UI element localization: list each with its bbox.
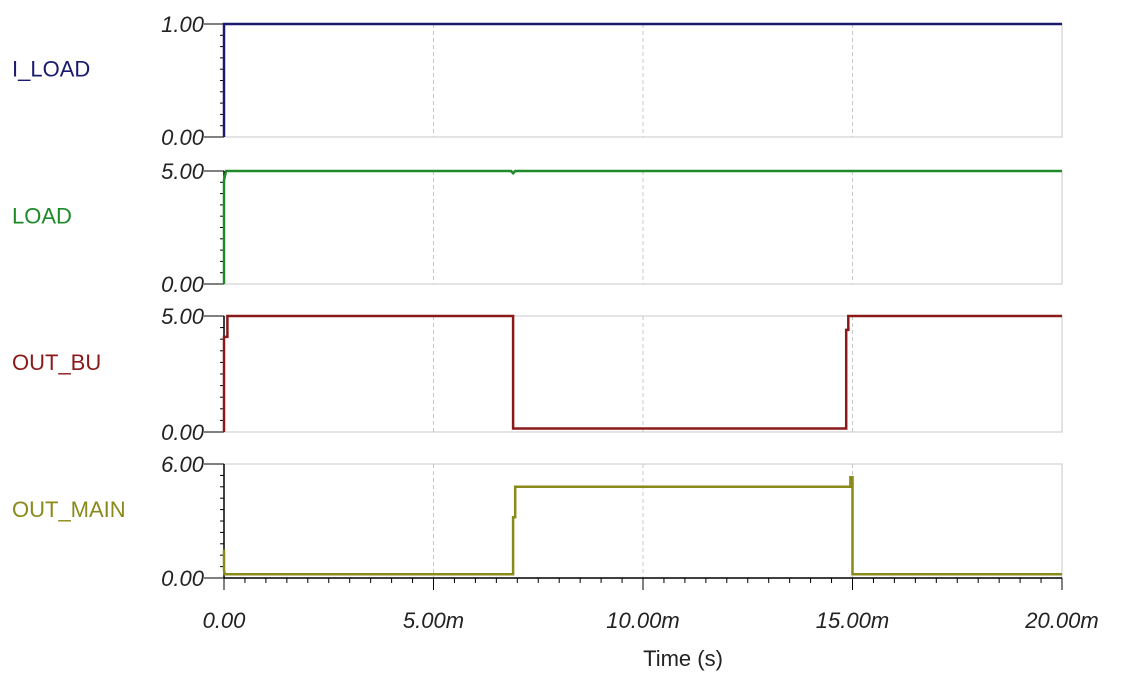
y-tick-label: 0.00 xyxy=(161,272,205,297)
panels-layer: 1.00 0.00 I_LOAD 5.00 0.00 LOAD 5.00 0.00 OUT_BU… xyxy=(12,12,1063,591)
waveform-load xyxy=(222,169,1062,284)
signal-label: OUT_MAIN xyxy=(12,497,126,522)
signal-label: I_LOAD xyxy=(12,57,90,82)
panel-out-bu: 5.00 0.00 OUT_BU xyxy=(12,304,1063,445)
y-tick-label: 0.00 xyxy=(161,566,205,591)
y-tick-label: 0.00 xyxy=(161,125,205,150)
x-tick-label: 10.00m xyxy=(606,608,679,633)
signal-label: LOAD xyxy=(12,204,72,229)
y-tick-label: 6.00 xyxy=(161,452,205,477)
panel-out-main: 6.00 0.00 OUT_MAIN xyxy=(12,452,1063,591)
x-tick-label: 5.00m xyxy=(403,608,464,633)
x-tick-label: 0.00 xyxy=(203,608,247,633)
waveform-out-bu xyxy=(222,314,1062,432)
y-tick-label: 5.00 xyxy=(161,159,205,184)
x-tick-label: 20.00m xyxy=(1024,608,1098,633)
x-axis-title: Time (s) xyxy=(643,646,723,671)
signal-label: OUT_BU xyxy=(12,350,101,375)
y-tick-label: 1.00 xyxy=(161,12,205,37)
waveform-out-main xyxy=(222,476,1062,576)
y-tick-label: 0.00 xyxy=(161,420,205,445)
panel-i-load: 1.00 0.00 I_LOAD xyxy=(12,12,1063,150)
waveform-i-load xyxy=(222,22,1062,137)
panel-load: 5.00 0.00 LOAD xyxy=(12,159,1063,297)
x-axis: Time (s) 0.00 5.00m 10.00m 15.00m 20.00m xyxy=(203,577,1099,671)
y-tick-label: 5.00 xyxy=(161,304,205,329)
x-tick-label: 15.00m xyxy=(816,608,889,633)
